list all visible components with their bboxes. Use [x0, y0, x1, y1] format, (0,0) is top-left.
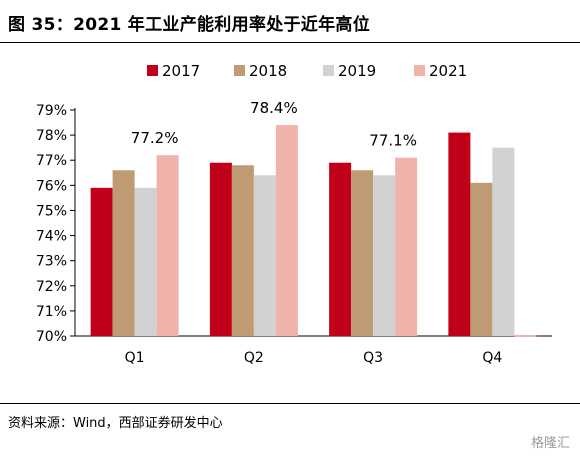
y-tick-label: 75%: [36, 203, 67, 219]
y-tick-label: 77%: [36, 153, 67, 169]
y-tick-label: 79%: [36, 103, 67, 119]
x-tick-label-Q3: Q3: [363, 350, 383, 366]
y-tick-label: 74%: [36, 229, 67, 245]
legend-swatch-2019: [323, 65, 334, 76]
legend-swatch-2017: [147, 65, 158, 76]
y-tick-label: 72%: [36, 279, 67, 295]
data-label-2021-Q2: 78.4%: [250, 99, 298, 117]
bar-2021-Q3: [395, 157, 418, 336]
source-note: 资料来源：Wind，西部证券研发中心: [8, 416, 223, 431]
legend-label-2018: 2018: [249, 62, 287, 80]
legend-label-2019: 2019: [338, 62, 376, 80]
x-tick-label-Q2: Q2: [244, 350, 264, 366]
legend-label-2017: 2017: [162, 62, 200, 80]
x-tick-label-Q1: Q1: [125, 350, 145, 366]
legend-swatch-2021: [414, 65, 425, 76]
bar-2018-Q2: [231, 165, 254, 336]
y-tick-label: 76%: [36, 178, 67, 194]
y-tick-label: 70%: [36, 329, 67, 345]
bar-2017-Q2: [209, 162, 232, 336]
bar-2018-Q4: [470, 182, 493, 336]
watermark-logo: 格隆汇: [530, 436, 570, 451]
bar-2021-Q1: [156, 155, 179, 336]
y-tick-label: 73%: [36, 254, 67, 270]
bar-2019-Q1: [134, 187, 157, 336]
bar-2019-Q3: [373, 175, 396, 336]
data-label-2021-Q1: 77.2%: [131, 129, 179, 147]
bar-2018-Q3: [351, 170, 374, 336]
bar-2017-Q1: [90, 187, 113, 336]
y-tick-label: 71%: [36, 304, 67, 320]
bar-2019-Q2: [253, 175, 276, 336]
legend-swatch-2018: [234, 65, 245, 76]
chart-title: 图 35：2021 年工业产能利用率处于近年高位: [8, 15, 371, 35]
bar-2021-Q2: [275, 125, 298, 336]
bar-2021-Q4: [514, 335, 537, 337]
legend-label-2021: 2021: [429, 62, 467, 80]
bar-2018-Q1: [112, 170, 135, 336]
bar-2017-Q3: [329, 162, 352, 336]
title-divider: [0, 42, 580, 43]
bar-2017-Q4: [448, 132, 471, 336]
bar-2019-Q4: [492, 147, 515, 336]
x-tick-label-Q4: Q4: [482, 350, 502, 366]
source-divider: [0, 403, 580, 404]
y-tick-label: 78%: [36, 128, 67, 144]
data-label-2021-Q3: 77.1%: [369, 132, 417, 150]
